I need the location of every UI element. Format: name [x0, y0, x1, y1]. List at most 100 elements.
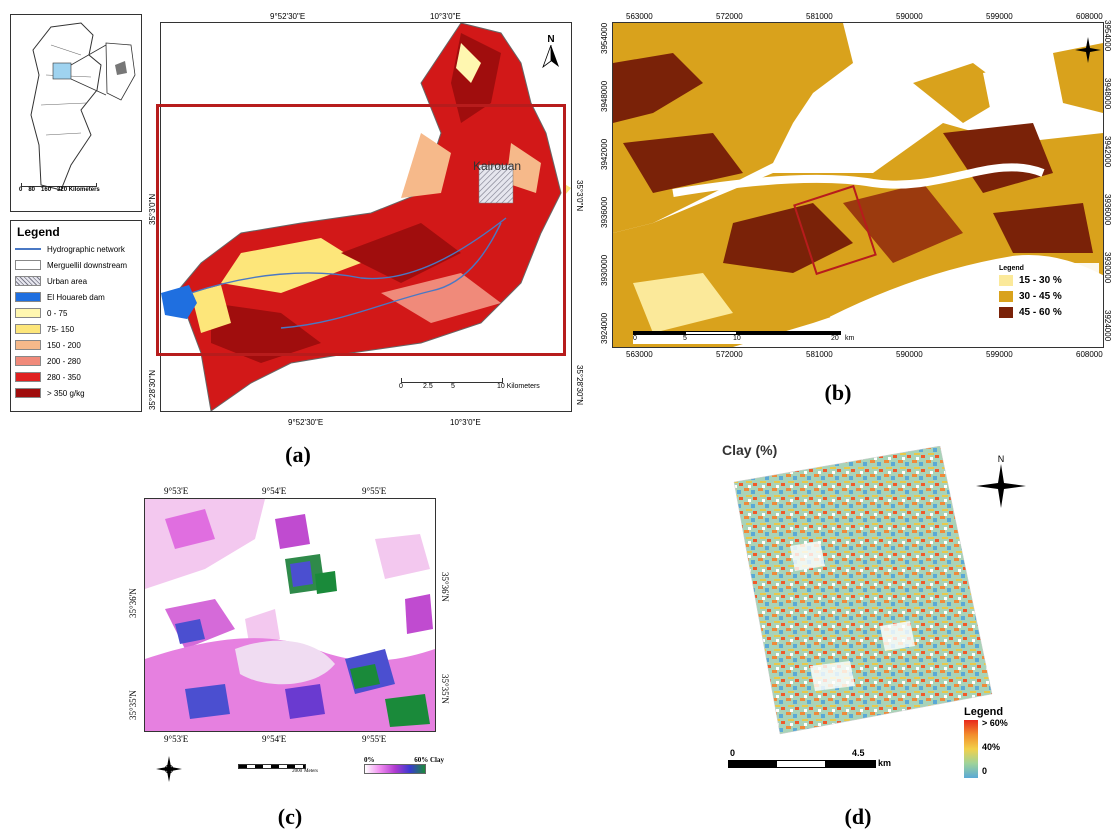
coord-left: 35°28'30"N [148, 369, 157, 410]
coord-right: 35°36'N [440, 572, 450, 602]
legend-label-min: 0 [982, 766, 988, 776]
coord-top: 599000 [986, 12, 1013, 21]
legend-label: > 350 g/kg [47, 388, 85, 398]
legend-label: 280 - 350 [47, 372, 81, 382]
legend-swatch [999, 274, 1013, 286]
scale-tick: 10 [733, 335, 741, 342]
coord-bottom: 9°54'E [262, 734, 287, 744]
coord-left: 3942000 [600, 138, 609, 170]
scale-tick: 5 [451, 383, 455, 390]
coord-right: 3936000 [1103, 194, 1112, 226]
coord-top: 581000 [806, 12, 833, 21]
scale-unit: km [878, 758, 892, 768]
study-area-box-a [156, 104, 566, 356]
north-label: N [997, 454, 1005, 464]
legend-d: Legend > 60% 40% 0 [964, 706, 1044, 778]
coord-bottom: 9°52'30"E [288, 418, 324, 427]
scale-tick: 2.5 [423, 383, 433, 390]
coord-top: 9°53'E [164, 486, 189, 496]
legend-label: 200 - 280 [47, 356, 81, 366]
panel-d: Clay (%) N 0 4.5 km [700, 430, 1113, 834]
legend-b: Legend 15 - 30 % 30 - 45 % 45 - 60 % [995, 263, 1099, 322]
legend-swatch [15, 324, 41, 334]
inset-scale-bar: 0 80 160 320 Kilometers [19, 183, 131, 193]
coord-right: 3954000 [1103, 20, 1112, 52]
coord-left: 3954000 [600, 22, 609, 54]
legend-label: 75- 150 [47, 324, 75, 334]
legend-label: 150 - 200 [47, 340, 81, 350]
legend-item: 0 - 75 [11, 305, 141, 321]
inset-scale-tick: 0 [19, 187, 23, 193]
tunisia-outline [30, 22, 136, 191]
north-label: N [547, 34, 555, 45]
clay-map-c [145, 499, 435, 731]
panel-label-a: (a) [285, 442, 311, 467]
map-frame-c [144, 498, 436, 732]
coord-left: 3948000 [600, 80, 609, 112]
compass-icon [156, 756, 182, 782]
coord-right: 3942000 [1103, 136, 1112, 168]
map-title-d: Clay (%) [722, 442, 778, 458]
legend-label: Urban area [47, 276, 88, 286]
legend-item: Merguellil downstream [11, 257, 141, 273]
north-arrow-a: N [541, 35, 561, 69]
scale-unit: Meters [304, 769, 318, 774]
coord-bottom: 563000 [626, 350, 653, 359]
scale-bar-a: 0 2.5 5 10 Kilometers [399, 378, 561, 393]
map-frame-a: Kairouan N 0 2.5 5 10 Kilometers [160, 22, 572, 412]
inset-scale-tick: 160 [41, 187, 52, 193]
clay-map-b [613, 23, 1103, 347]
legend-a: Legend Hydrographic network Merguellil do… [10, 220, 142, 412]
coord-top: 563000 [626, 12, 653, 21]
legend-swatch [999, 290, 1013, 302]
coord-bottom: 608000 [1076, 350, 1103, 359]
legend-title: Legend [17, 225, 60, 239]
legend-swatch [15, 248, 41, 250]
coord-bottom: 581000 [806, 350, 833, 359]
scale-max: 2000 [292, 769, 303, 774]
legend-label: 45 - 60 % [1019, 306, 1062, 318]
compass-icon [976, 464, 1026, 508]
legend-title: Legend [999, 265, 1024, 272]
panel-label-b: (b) [824, 380, 852, 405]
legend-item: 200 - 280 [11, 353, 141, 369]
legend-swatch [15, 340, 41, 350]
coord-bottom: 572000 [716, 350, 743, 359]
coord-right: 35°35'N [440, 674, 450, 704]
legend-swatch [15, 308, 41, 318]
legend-label-mid: 40% [982, 742, 1001, 752]
legend-swatch [15, 276, 41, 286]
legend-min: 0% [364, 756, 375, 764]
coord-top: 9°55'E [362, 486, 387, 496]
coord-top: 9°54'E [262, 486, 287, 496]
map-frame-b: Legend 15 - 30 % 30 - 45 % 45 - 60 % 0 5 1… [612, 22, 1104, 348]
panel-c: 9°53'E 9°54'E 9°55'E 9°53'E 9°54'E 9°55'E 35°3… [120, 470, 460, 834]
scale-tick: 10 Kilometers [497, 383, 540, 390]
coord-right: 3948000 [1103, 78, 1112, 110]
scale-tick: 4.5 [852, 748, 865, 758]
coord-left: 3924000 [600, 312, 609, 344]
legend-label: 30 - 45 % [1019, 290, 1062, 302]
coord-bottom: 9°53'E [164, 734, 189, 744]
coord-bottom: 590000 [896, 350, 923, 359]
scale-bar-d: 0 4.5 km [728, 748, 898, 768]
coord-right: 3930000 [1103, 252, 1112, 284]
legend-swatch [15, 372, 41, 382]
legend-swatch [999, 306, 1013, 318]
scale-tick: 0 [399, 383, 403, 390]
scale-tick: 20 [831, 335, 839, 342]
panel-a: 0 80 160 320 Kilometers Legend Hydrograp… [0, 0, 600, 470]
legend-item: 150 - 200 [11, 337, 141, 353]
clay-map-d [733, 446, 993, 735]
scale-unit: km [845, 335, 855, 342]
coord-top: 10°3'0"E [430, 12, 461, 21]
coord-right: 35°3'0"N [575, 180, 584, 212]
legend-swatch [15, 356, 41, 366]
panel-label-d: (d) [844, 804, 872, 829]
coord-right: 35°28'30"N [575, 365, 584, 406]
legend-item: El Houareb dam [11, 289, 141, 305]
legend-label: 0 - 75 [47, 308, 68, 318]
inset-map: 0 80 160 320 Kilometers [10, 14, 142, 212]
legend-swatch [15, 260, 41, 270]
inset-scale-tick: 320 Kilometers [57, 187, 100, 193]
